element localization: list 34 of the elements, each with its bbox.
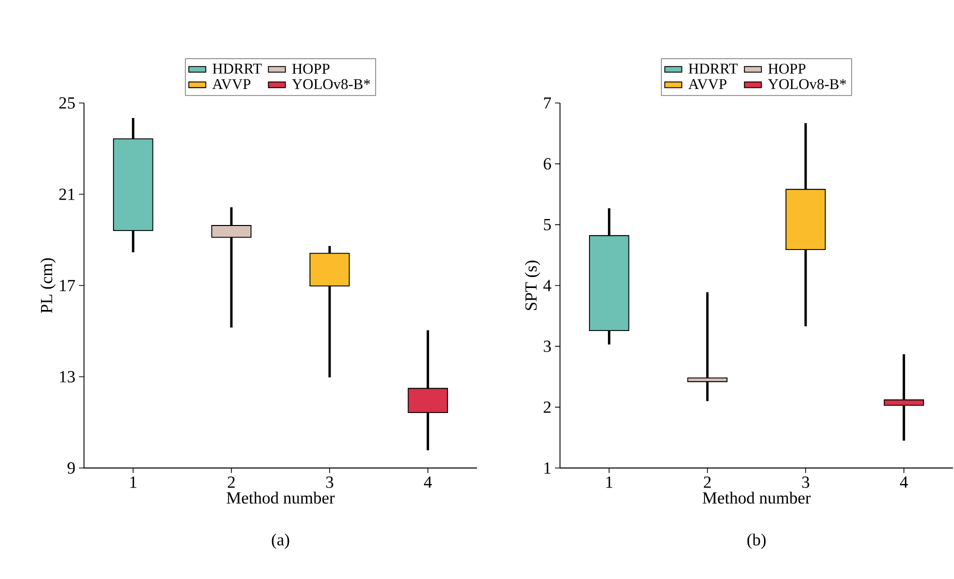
legend-label: HDRRT	[212, 64, 262, 74]
y-tick-label: 1	[544, 462, 550, 474]
x-axis-title: Method number	[702, 492, 811, 504]
x-tick-label: 2	[704, 476, 711, 488]
legend-label: HOPP	[768, 64, 806, 74]
y-tick-label: 3	[544, 340, 551, 352]
text: (a)	[272, 534, 290, 549]
y-tick-label: 2	[544, 402, 551, 413]
x-tick-label: 2	[228, 476, 235, 488]
legend-label: YOLOv8-B*	[768, 79, 846, 90]
y-axis-title: SPT (s)	[524, 260, 540, 310]
legend-label: AVVP	[212, 79, 250, 90]
legend-label: HOPP	[292, 64, 330, 74]
x-tick-label: 4	[900, 476, 908, 488]
x-tick-label: 1	[130, 476, 136, 488]
y-tick-label: 9	[68, 462, 75, 474]
y-tick-label: 4	[543, 280, 552, 292]
x-tick-label: 4	[424, 476, 432, 488]
legend-label: HDRRT	[688, 64, 738, 74]
y-tick-label: 17	[60, 280, 75, 292]
legend-label: AVVP	[688, 79, 726, 90]
y-tick-label: 13	[60, 371, 75, 382]
y-axis-title: PL (cm)	[40, 258, 56, 313]
y-tick-label: 25	[59, 97, 75, 109]
x-tick-label: 3	[326, 476, 334, 488]
y-tick-label: 21	[59, 188, 74, 200]
text: (b)	[747, 534, 766, 549]
y-tick-label: 6	[544, 158, 551, 170]
x-axis-title: Method number	[226, 492, 335, 504]
y-tick-label: 7	[544, 97, 551, 109]
x-tick-label: 3	[802, 476, 810, 488]
x-tick-label: 1	[606, 476, 612, 488]
legend-label: YOLOv8-B*	[292, 79, 370, 90]
y-tick-label: 5	[544, 219, 551, 230]
